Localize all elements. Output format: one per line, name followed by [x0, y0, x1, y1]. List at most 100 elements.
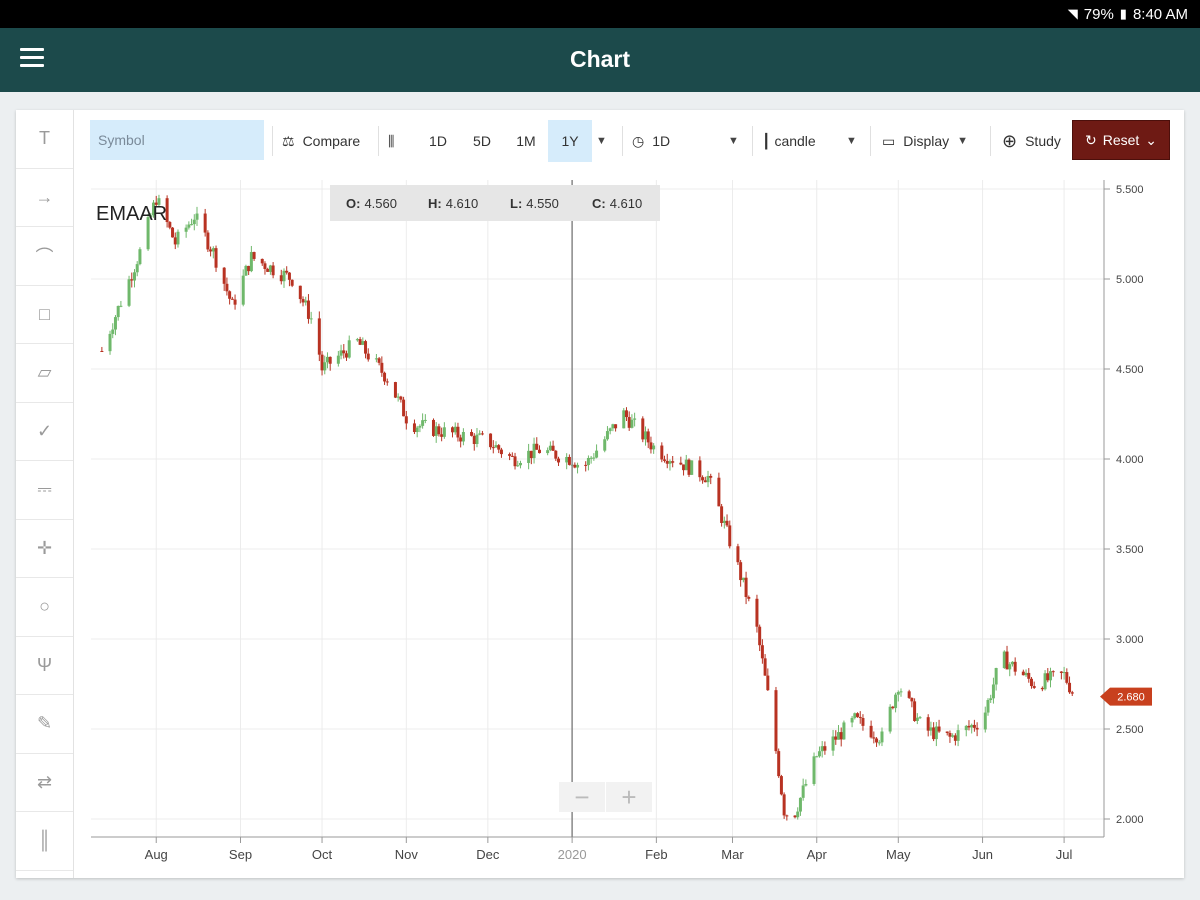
- symbol-label: EMAAR: [96, 203, 167, 225]
- display-label: Display: [903, 133, 950, 149]
- period-1m[interactable]: 1M: [516, 133, 536, 149]
- candle-body: [336, 355, 340, 364]
- reset-button[interactable]: ↻ Reset ⌄: [1072, 120, 1170, 160]
- candle-body: [608, 428, 612, 432]
- y-tick-label: 4.000: [1116, 454, 1144, 466]
- candle-body: [323, 362, 327, 371]
- candle-body: [228, 291, 232, 299]
- candle-body: [842, 722, 846, 740]
- candle-body: [831, 736, 835, 751]
- candle-body: [513, 456, 517, 467]
- candle-body: [249, 252, 253, 272]
- x-tick-label: Nov: [395, 847, 419, 862]
- candle-body: [195, 213, 199, 220]
- callout-tool-icon[interactable]: □: [16, 286, 73, 344]
- arrow-tool-icon[interactable]: →: [16, 169, 73, 227]
- candle-body: [127, 279, 131, 306]
- candle-body: [241, 275, 245, 305]
- candle-body: [355, 339, 359, 341]
- interval-select[interactable]: ◷ 1D: [632, 120, 670, 162]
- y-tick-label: 3.000: [1116, 634, 1144, 646]
- parallel-lines-tool-icon[interactable]: ⇄: [16, 754, 73, 812]
- candle-body: [399, 396, 403, 400]
- ellipse-tool-icon[interactable]: ○: [16, 578, 73, 637]
- candle-body: [342, 350, 346, 354]
- candle-body: [320, 354, 324, 371]
- price-chart[interactable]: 5.500 5.000 4.500 4.000 3.500 3.000 2.500 2.000…: [16, 110, 1184, 878]
- pencil-tool-icon[interactable]: ✎: [16, 695, 73, 754]
- candle-body: [779, 776, 783, 795]
- candle-body: [113, 317, 117, 330]
- period-1d[interactable]: 1D: [429, 133, 447, 149]
- candle-body: [586, 458, 590, 466]
- candle-body: [233, 299, 237, 305]
- chevron-down-icon: ⌄: [1145, 131, 1158, 148]
- candle-body: [630, 419, 634, 428]
- ohlc-open: O: 4.560: [330, 185, 412, 221]
- candle-body: [1002, 651, 1006, 669]
- display-button[interactable]: ▭ Display ▼: [882, 120, 968, 162]
- candle-body: [385, 381, 389, 383]
- candle-body: [785, 815, 789, 817]
- study-button[interactable]: ⊕ Study: [1002, 120, 1061, 162]
- candle-body: [364, 341, 368, 354]
- candle-body: [157, 198, 161, 205]
- candle-body: [975, 727, 979, 730]
- candle-body: [858, 716, 862, 719]
- candle-body: [361, 341, 365, 345]
- candle-body: [491, 447, 495, 449]
- arc-tool-icon[interactable]: ⌒: [16, 227, 73, 286]
- candle-body: [135, 264, 139, 273]
- zoom-in-button[interactable]: +: [606, 782, 652, 812]
- symbol-input[interactable]: [90, 120, 264, 160]
- compare-button[interactable]: ⚖ Compare: [282, 120, 360, 162]
- candle-body: [393, 382, 397, 398]
- candle-body: [937, 726, 941, 732]
- candle-body: [663, 459, 667, 461]
- candle-body: [929, 727, 933, 731]
- candle-body: [554, 450, 558, 459]
- candle-body: [461, 431, 465, 442]
- scales-icon: ⚖: [282, 132, 295, 149]
- period-dropdown[interactable]: ▼: [596, 120, 607, 162]
- candle-body: [836, 732, 840, 740]
- candle-body: [489, 433, 493, 448]
- text-tool-icon[interactable]: T: [16, 110, 73, 169]
- candle-body: [894, 694, 898, 709]
- candle-body: [755, 598, 759, 627]
- crosshair-tool-icon[interactable]: ✛: [16, 520, 73, 578]
- periodicity-icon[interactable]: ⫼: [388, 132, 395, 149]
- refresh-icon: ↻: [1084, 131, 1097, 148]
- candle-body: [584, 464, 588, 466]
- step-line-tool-icon[interactable]: ⎓: [16, 461, 73, 520]
- candle-body: [339, 350, 343, 356]
- candle-body: [839, 732, 843, 740]
- candle-body: [1013, 661, 1017, 672]
- candle-body: [989, 698, 993, 701]
- candle-body: [431, 419, 435, 436]
- candle-body: [480, 433, 484, 435]
- battery-icon: ▮: [1119, 6, 1127, 21]
- clock: 8:40 AM: [1132, 5, 1188, 23]
- vertical-lines-tool-icon[interactable]: ║: [16, 812, 73, 871]
- check-tool-icon[interactable]: ✓: [16, 403, 73, 461]
- rectangle-tool-icon[interactable]: ▱: [16, 344, 73, 403]
- y-tick-label: 5.000: [1116, 274, 1144, 286]
- period-5d[interactable]: 5D: [473, 133, 491, 149]
- pitchfork-tool-icon[interactable]: Ψ: [16, 637, 73, 695]
- candle-body: [948, 732, 952, 737]
- candle-body: [171, 227, 175, 238]
- candle-body: [1070, 692, 1074, 694]
- chart-type-select[interactable]: ┃ candle: [762, 120, 816, 162]
- chart-type-dropdown[interactable]: ▼: [846, 120, 857, 162]
- zoom-out-button[interactable]: −: [559, 782, 605, 812]
- candle-body: [456, 426, 460, 438]
- candle-body: [317, 318, 321, 355]
- period-1y[interactable]: 1Y: [548, 120, 592, 162]
- interval-dropdown[interactable]: ▼: [728, 120, 739, 162]
- candle-body: [263, 263, 267, 269]
- candle-body: [872, 737, 876, 739]
- candle-body: [266, 268, 270, 272]
- hamburger-menu-icon[interactable]: [20, 48, 44, 72]
- candle-body: [611, 424, 615, 429]
